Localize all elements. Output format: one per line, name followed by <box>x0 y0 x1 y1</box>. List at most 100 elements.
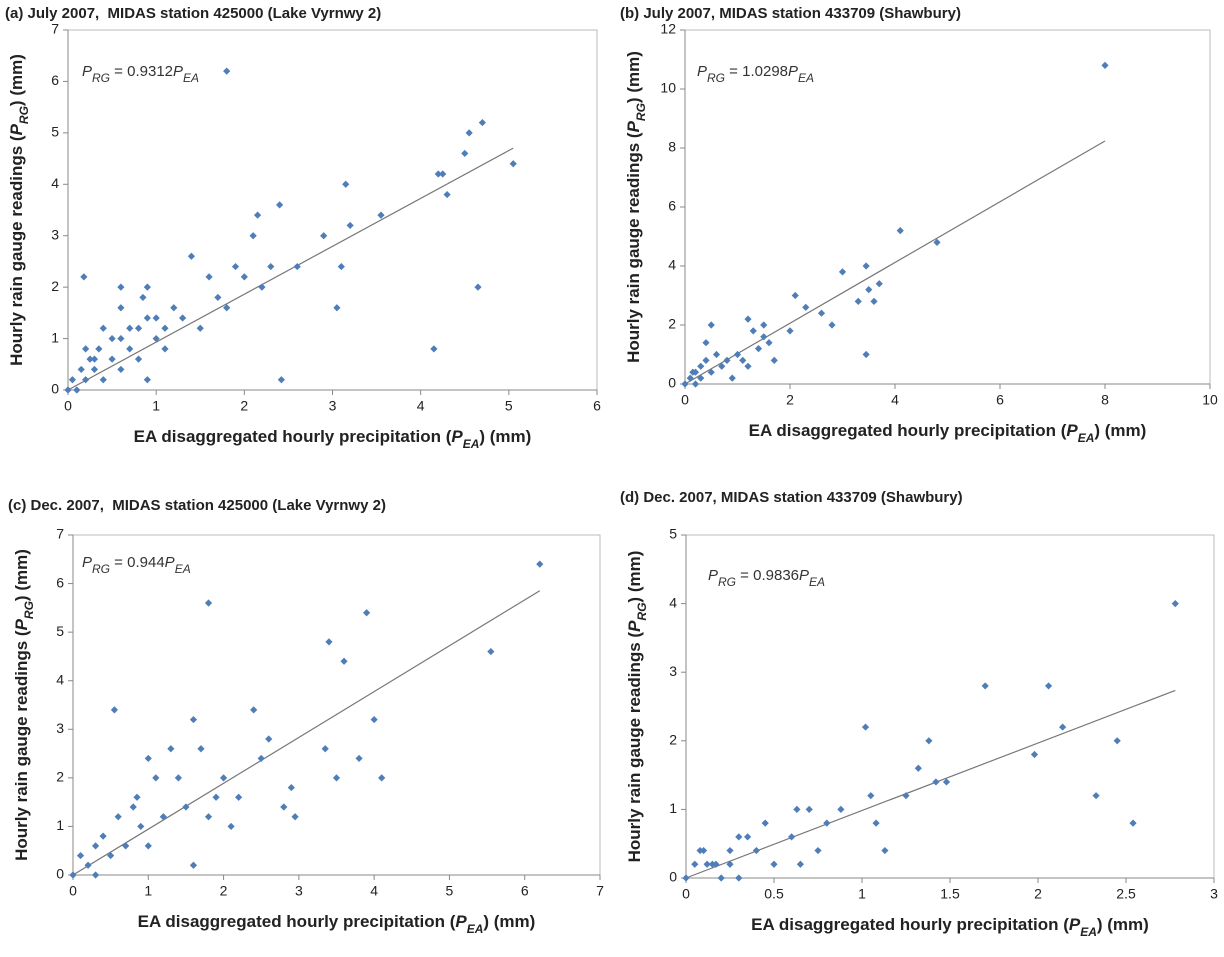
label-part: RG <box>22 601 36 619</box>
x-tick-label: 4 <box>891 392 899 408</box>
point <box>159 813 167 821</box>
point <box>430 345 438 353</box>
label-part: ) (mm) <box>12 549 31 601</box>
point <box>204 813 213 821</box>
point <box>152 314 160 322</box>
point <box>267 262 275 271</box>
point <box>865 286 873 294</box>
equation-part: RG <box>718 575 736 589</box>
x-axis-label: EA disaggregated hourly precipitation (P… <box>751 915 1149 939</box>
point <box>726 860 734 868</box>
fit-line <box>684 140 1106 385</box>
point <box>250 706 258 714</box>
equation-part: 0.9836 <box>753 567 799 584</box>
point <box>770 356 778 364</box>
label-part: Hourly rain gauge readings ( <box>625 632 644 863</box>
point <box>90 365 99 374</box>
point <box>333 304 341 312</box>
y-tick-label: 0 <box>669 869 677 885</box>
x-tick-label: 7 <box>596 883 604 899</box>
label-part: P <box>1069 915 1081 934</box>
x-tick-label: 2 <box>220 883 228 899</box>
panel: (c) Dec. 2007, MIDAS station 425000 (Lak… <box>8 497 604 936</box>
point <box>465 129 473 137</box>
equation-part: 1.0298 <box>742 63 788 80</box>
point <box>337 262 345 271</box>
x-tick-label: 0.5 <box>764 886 784 902</box>
equation-part: = <box>110 554 127 571</box>
x-tick-label: 6 <box>593 398 601 414</box>
y-tick-label: 5 <box>56 623 64 639</box>
point <box>363 609 371 617</box>
label-part: P <box>7 123 26 135</box>
point <box>161 345 169 353</box>
x-tick-label: 2 <box>1034 886 1042 902</box>
label-part: P <box>625 620 644 632</box>
plot-frame <box>684 29 1211 385</box>
point <box>117 283 125 291</box>
point <box>68 376 77 384</box>
point <box>117 304 125 312</box>
point <box>82 376 90 384</box>
label-part: ) (mm) <box>1097 915 1149 934</box>
label-part: EA disaggregated hourly precipitation ( <box>134 427 452 446</box>
y-tick-label: 2 <box>668 316 676 332</box>
label-part: RG <box>17 106 31 124</box>
fit-equation: PRG = 0.9836PEA <box>708 567 825 589</box>
point <box>805 805 813 813</box>
point <box>439 170 447 178</box>
panel-title: (d) Dec. 2007, MIDAS station 433709 (Sha… <box>620 489 963 506</box>
plot-frame <box>67 29 598 391</box>
fit-equation: PRG = 1.0298PEA <box>697 63 814 85</box>
point <box>108 355 116 363</box>
point <box>474 283 482 291</box>
point <box>838 268 847 276</box>
point <box>249 232 257 240</box>
y-tick-label: 8 <box>668 139 676 155</box>
point <box>86 355 94 363</box>
y-tick-label: 4 <box>56 671 64 687</box>
label-part: P <box>624 120 643 132</box>
point <box>707 321 715 329</box>
point <box>144 842 152 850</box>
panel-title: (a) July 2007, MIDAS station 425000 (Lak… <box>5 5 381 22</box>
point <box>73 386 81 394</box>
point <box>99 376 107 384</box>
point <box>291 813 299 821</box>
equation-part: EA <box>183 71 199 85</box>
point <box>802 303 810 311</box>
point <box>205 273 213 281</box>
y-tick-label: 3 <box>669 663 677 679</box>
plot-frame <box>72 534 601 876</box>
point <box>114 813 122 821</box>
point <box>277 376 285 384</box>
label-part: RG <box>635 603 649 621</box>
point <box>691 860 699 868</box>
x-tick-label: 4 <box>370 883 378 899</box>
point <box>280 803 288 811</box>
point <box>791 291 799 300</box>
point <box>770 860 778 868</box>
y-tick-label: 1 <box>669 800 677 816</box>
point <box>691 380 700 388</box>
point <box>744 833 752 841</box>
point <box>223 67 231 75</box>
point <box>733 350 742 359</box>
point <box>765 339 773 347</box>
y-axis-label: Hourly rain gauge readings (PRG) (mm) <box>7 54 31 366</box>
point <box>1129 819 1137 827</box>
point <box>828 321 836 329</box>
y-tick-label: 5 <box>51 124 59 140</box>
point <box>340 657 348 665</box>
point <box>342 180 350 188</box>
point <box>137 822 145 831</box>
y-tick-label: 6 <box>51 72 59 88</box>
point <box>293 262 301 271</box>
point <box>870 297 878 305</box>
point <box>126 345 134 353</box>
label-part: EA <box>1080 925 1097 939</box>
x-axis-label: EA disaggregated hourly precipitation (P… <box>134 427 532 451</box>
point <box>902 792 910 800</box>
panel: (b) July 2007, MIDAS station 433709 (Sha… <box>620 5 1218 445</box>
point <box>332 774 341 782</box>
